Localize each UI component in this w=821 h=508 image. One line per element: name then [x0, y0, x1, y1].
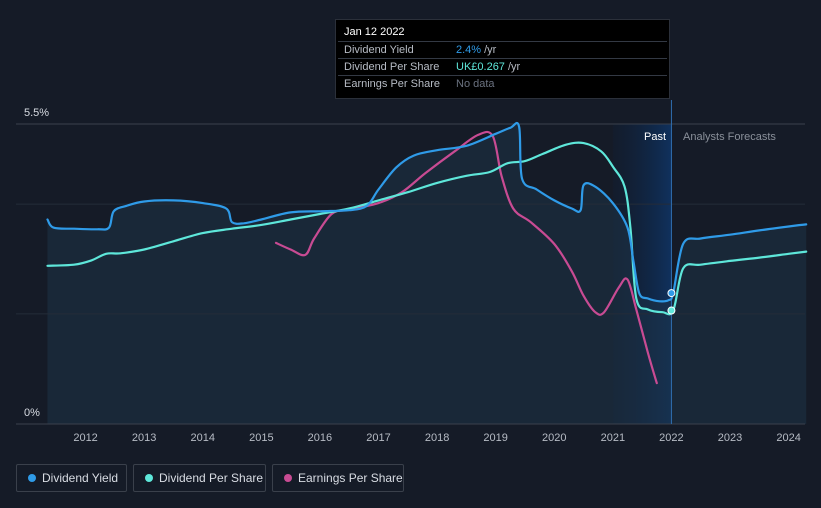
dividend-yield-line [46, 121, 808, 303]
dividend-yield-area [47, 122, 807, 425]
x-tick-label: 2019 [483, 432, 507, 444]
x-tick-label: 2013 [132, 432, 156, 444]
tooltip-label: Earnings Per Share [344, 78, 440, 90]
x-tick-label: 2012 [73, 432, 97, 444]
tooltip-unit: /yr [507, 61, 521, 73]
x-tick-label: 2017 [366, 432, 390, 444]
tooltip-row-dividend-yield: Dividend Yield 2.4%/yr [338, 41, 667, 58]
y-tick-label: 0% [24, 407, 40, 419]
tooltip-value-wrap: UK£0.267/yr [456, 61, 520, 73]
x-tick-label: 2024 [776, 432, 800, 444]
legend-item-earnings-per-share[interactable]: Earnings Per Share [272, 464, 404, 492]
tooltip-value: UK£0.267 [456, 61, 505, 73]
tooltip-row-dividend-per-share: Dividend Per Share UK£0.267/yr [338, 58, 667, 75]
axis-ticks: 2012 2013 2014 2015 2016 2017 2018 2019 2020 2021… [24, 107, 801, 444]
dividend-per-share-marker [667, 306, 676, 315]
x-tick-label: 2023 [718, 432, 742, 444]
tooltip-value: 2.4% [456, 44, 482, 56]
legend-dot [145, 474, 153, 482]
x-tick-label: 2014 [191, 432, 215, 444]
tooltip-row-earnings-per-share: Earnings Per Share No data [338, 75, 667, 92]
y-tick-label: 5.5% [24, 107, 49, 119]
tooltip-label: Dividend Per Share [344, 61, 440, 73]
past-label: Past [644, 131, 666, 143]
dividend-yield-marker [667, 289, 676, 298]
x-tick-label: 2022 [659, 432, 683, 444]
tooltip-value-wrap: No data [456, 78, 498, 90]
series-markers [667, 289, 676, 315]
tooltip-label: Dividend Yield [344, 44, 414, 56]
legend-item-dividend-yield[interactable]: Dividend Yield [16, 464, 127, 492]
tooltip-value-wrap: 2.4%/yr [456, 44, 496, 56]
x-tick-label: 2021 [601, 432, 625, 444]
x-tick-label: 2018 [425, 432, 449, 444]
legend-label: Dividend Yield [42, 471, 119, 485]
tooltip-date: Jan 12 2022 [344, 26, 405, 38]
forecast-label: Analysts Forecasts [683, 131, 776, 143]
x-tick-label: 2016 [308, 432, 332, 444]
legend-dot [28, 474, 36, 482]
x-tick-label: 2020 [542, 432, 566, 444]
legend-label: Earnings Per Share [298, 471, 403, 485]
legend-item-dividend-per-share[interactable]: Dividend Per Share [133, 464, 266, 492]
tooltip-unit: /yr [484, 44, 497, 56]
legend-dot [284, 474, 292, 482]
earnings-per-share-line [274, 130, 658, 385]
tooltip-value: No data [456, 78, 495, 90]
x-tick-label: 2015 [249, 432, 273, 444]
legend-label: Dividend Per Share [159, 471, 264, 485]
hover-tooltip: Jan 12 2022 Dividend Yield 2.4%/yr Divid… [335, 19, 670, 99]
